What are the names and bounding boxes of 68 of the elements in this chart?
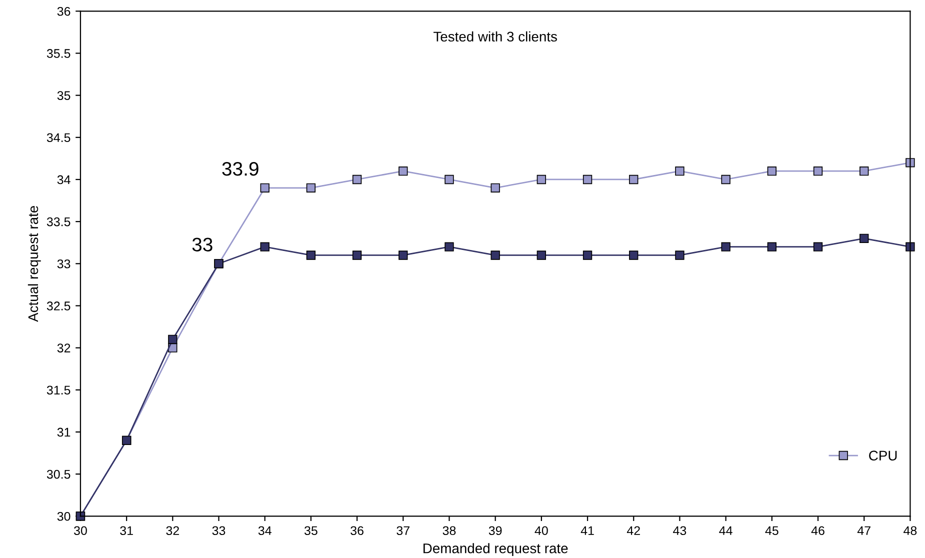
x-tick-label: 41 bbox=[580, 526, 594, 535]
point bbox=[860, 234, 869, 243]
point bbox=[721, 174, 730, 184]
point bbox=[813, 242, 823, 252]
y-tick-label: 34 bbox=[57, 175, 70, 184]
x-tick-label: 47 bbox=[857, 526, 870, 535]
point bbox=[398, 166, 408, 176]
x-tick-label: 30 bbox=[74, 526, 87, 536]
y-tick-label: 32.5 bbox=[46, 302, 70, 310]
x-axis-title: Demanded request rate bbox=[424, 543, 568, 556]
x-tick-label: 34 bbox=[258, 526, 272, 536]
point bbox=[168, 334, 178, 344]
point bbox=[767, 242, 776, 252]
point bbox=[444, 174, 454, 184]
point bbox=[260, 242, 270, 252]
point bbox=[582, 250, 592, 260]
x-tick-label: 40 bbox=[534, 526, 548, 536]
point bbox=[352, 174, 362, 184]
y-tick-label: 33 bbox=[57, 259, 70, 268]
x-tick-label: 33 bbox=[212, 526, 226, 536]
y-tick-label: 30 bbox=[57, 512, 70, 521]
x-tick-label: 37 bbox=[396, 526, 410, 536]
x-tick-label: 38 bbox=[442, 526, 456, 536]
y-tick-label: 31.5 bbox=[46, 386, 70, 395]
point bbox=[582, 174, 592, 184]
annotation: Tested with 3 clients bbox=[434, 31, 557, 42]
point bbox=[444, 242, 454, 252]
point bbox=[860, 166, 869, 176]
y-tick-label: 34.5 bbox=[46, 133, 70, 142]
y-tick-label: 36 bbox=[57, 6, 70, 16]
point bbox=[629, 174, 638, 184]
x-tick-label: 39 bbox=[488, 526, 502, 536]
x-tick-label: 45 bbox=[765, 526, 778, 536]
y-tick-label: 30.5 bbox=[46, 470, 70, 479]
point bbox=[767, 166, 776, 176]
point bbox=[813, 166, 823, 176]
y-tick-label: 35.5 bbox=[46, 49, 70, 58]
x-tick-label: 35 bbox=[304, 526, 318, 536]
point bbox=[490, 183, 500, 192]
point bbox=[306, 183, 316, 192]
y-tick-label: 32 bbox=[57, 344, 70, 352]
point bbox=[352, 250, 362, 260]
point bbox=[260, 183, 270, 192]
y-tick-label: 31 bbox=[57, 428, 70, 437]
y-tick-label: 35 bbox=[57, 91, 70, 100]
point bbox=[306, 250, 316, 260]
point bbox=[490, 250, 500, 260]
point bbox=[906, 242, 915, 252]
point bbox=[629, 250, 638, 260]
point bbox=[675, 166, 684, 176]
point bbox=[675, 250, 684, 260]
x-tick-label: 44 bbox=[719, 526, 732, 535]
y-tick-label: 33.5 bbox=[46, 217, 70, 226]
annotation: 33.9 bbox=[222, 162, 258, 176]
y-axis-title: Actual request rate bbox=[28, 206, 41, 322]
legend-label: CPU bbox=[869, 450, 897, 461]
x-tick-label: 42 bbox=[626, 526, 640, 535]
point bbox=[536, 174, 546, 184]
point bbox=[398, 250, 408, 260]
x-tick-label: 43 bbox=[673, 526, 686, 536]
x-tick-label: 32 bbox=[166, 526, 179, 536]
x-tick-label: 31 bbox=[120, 526, 133, 536]
point bbox=[721, 242, 730, 252]
x-tick-label: 46 bbox=[811, 526, 824, 536]
annotation: 33 bbox=[192, 238, 212, 252]
point bbox=[536, 250, 546, 260]
x-tick-label: 36 bbox=[350, 526, 364, 536]
x-tick-label: 48 bbox=[904, 526, 917, 536]
